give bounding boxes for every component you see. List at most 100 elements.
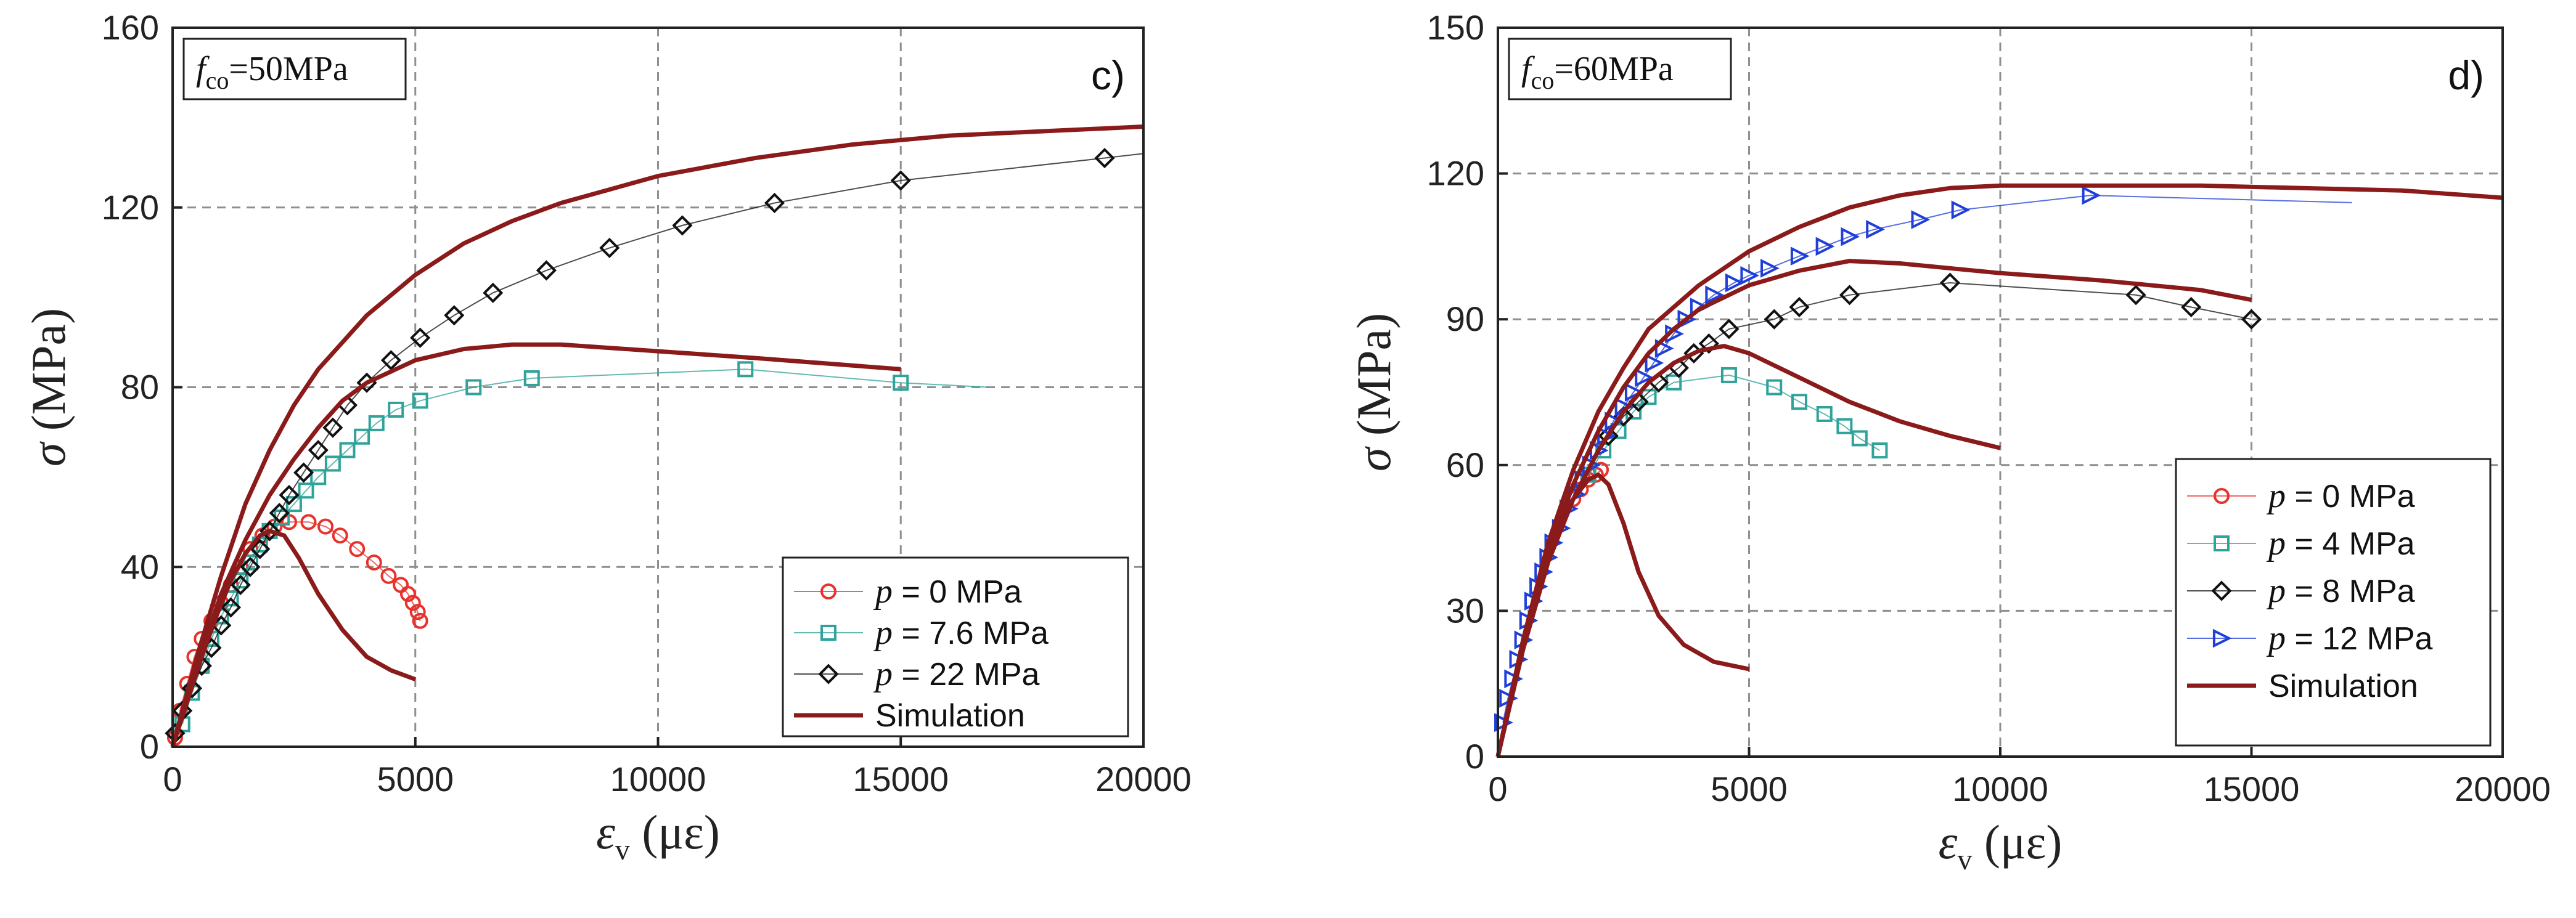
legend-entry: p = 12 MPa — [2187, 619, 2433, 657]
data-point — [1815, 237, 1835, 256]
simulation-curve-3 — [1495, 259, 2252, 757]
fco-annotation: fco=60MPa — [1508, 38, 1732, 100]
legend-label: p = 0 MPa — [873, 572, 1022, 611]
data-point — [339, 442, 356, 458]
legend: p = 0 MPa p = 4 MPa p = 8 MPa p = 12 MPa Sim… — [2175, 458, 2492, 747]
legend-label: Simulation — [875, 698, 1025, 734]
data-point — [259, 521, 280, 542]
y-tick-label: 0 — [140, 727, 159, 766]
data-point — [388, 401, 404, 418]
data-point — [399, 586, 416, 603]
data-point — [1740, 266, 1760, 285]
legend-marker — [2211, 580, 2232, 601]
x-axis-title: εv (με) — [1939, 815, 2063, 876]
data-point — [322, 417, 343, 438]
data-point — [1839, 285, 1860, 306]
data-point — [1635, 368, 1654, 388]
legend-entry: p = 8 MPa — [2187, 572, 2415, 610]
legend-box — [2175, 458, 2492, 747]
data-point — [1677, 309, 1697, 329]
data-point — [1851, 430, 1868, 447]
x-tick-label: 5000 — [1711, 770, 1788, 808]
data-point — [1705, 285, 1725, 305]
svg-text:fco=60MPa: fco=60MPa — [1521, 50, 1674, 94]
data-point — [2125, 285, 2146, 306]
data-point — [523, 370, 540, 386]
data-point — [349, 541, 366, 558]
y-tick-label: 40 — [121, 547, 159, 586]
data-point — [1939, 272, 1961, 293]
x-tick-label: 0 — [1488, 770, 1507, 808]
simulation-curve-3 — [170, 124, 1144, 747]
data-point — [1760, 259, 1780, 278]
data-point — [1698, 333, 1719, 354]
data-point — [1951, 200, 1971, 220]
data-point — [308, 440, 329, 461]
data-point — [269, 503, 290, 524]
data-point — [444, 305, 465, 326]
simulation-curve-1 — [1495, 473, 1750, 757]
data-point — [2082, 185, 2101, 205]
legend-label: p = 4 MPa — [2266, 524, 2415, 563]
data-point — [893, 375, 909, 391]
data-point — [242, 554, 258, 571]
data-point — [310, 469, 327, 485]
data-point — [737, 361, 754, 378]
data-point — [1645, 353, 1664, 373]
legend-entry: p = 0 MPa — [794, 572, 1022, 611]
legend-entry: p = 22 MPa — [794, 655, 1040, 693]
legend-marker — [818, 664, 839, 684]
x-tick-label: 5000 — [377, 760, 454, 798]
fco-annotation: fco=50MPa — [182, 38, 407, 100]
data-point — [2241, 309, 2262, 330]
data-point — [380, 350, 401, 371]
legend-label: p = 8 MPa — [2266, 572, 2415, 610]
simulation-curve-2 — [1495, 344, 2001, 757]
data-point — [1094, 147, 1115, 169]
data-point — [317, 518, 334, 535]
simulation-curve-1 — [170, 529, 417, 748]
axis-ticks: 0 5000 10000 15000 20000 0 40 80 120 160 — [102, 8, 1192, 798]
y-tick-label: 150 — [1427, 8, 1484, 47]
legend-entry: p = 7.6 MPa — [794, 614, 1049, 652]
data-point — [293, 462, 314, 483]
legend-entry: p = 4 MPa — [2187, 524, 2415, 563]
legend-entry: p = 0 MPa — [2187, 477, 2415, 515]
data-point — [672, 215, 693, 236]
series-simulation — [1495, 183, 2503, 757]
data-point — [410, 327, 431, 348]
data-point — [409, 604, 426, 620]
data-point — [1719, 319, 1740, 339]
data-point — [1766, 379, 1783, 396]
data-point — [404, 595, 421, 611]
legend-marker — [2214, 488, 2230, 504]
data-point — [332, 527, 348, 544]
data-point — [220, 597, 242, 618]
data-point — [1841, 227, 1860, 246]
data-point — [1836, 418, 1853, 434]
simulation-curve-4 — [1495, 183, 2503, 757]
series-p-8-mpa — [1598, 272, 2262, 447]
x-tick-label: 15000 — [2204, 770, 2300, 808]
data-point — [240, 556, 261, 577]
data-point — [1624, 383, 1644, 402]
data-point — [1598, 425, 1619, 447]
panel-label: d) — [2448, 52, 2484, 98]
series-group — [1494, 183, 2503, 757]
data-point — [1866, 219, 1885, 239]
data-point — [250, 538, 271, 559]
chart-panel-d: 0 5000 10000 15000 20000 0 30 60 90 120 150 εv (με)… — [1347, 8, 2551, 876]
data-point — [324, 455, 341, 472]
data-point — [366, 554, 382, 571]
x-tick-label: 10000 — [610, 760, 706, 798]
y-tick-label: 160 — [102, 8, 159, 47]
legend-entry: Simulation — [794, 698, 1025, 734]
data-point — [1725, 273, 1744, 293]
data-point — [1911, 210, 1931, 229]
data-point — [1791, 394, 1807, 410]
series-simulation — [170, 124, 1144, 748]
y-tick-label: 120 — [102, 188, 159, 227]
legend-marker — [2212, 628, 2232, 648]
